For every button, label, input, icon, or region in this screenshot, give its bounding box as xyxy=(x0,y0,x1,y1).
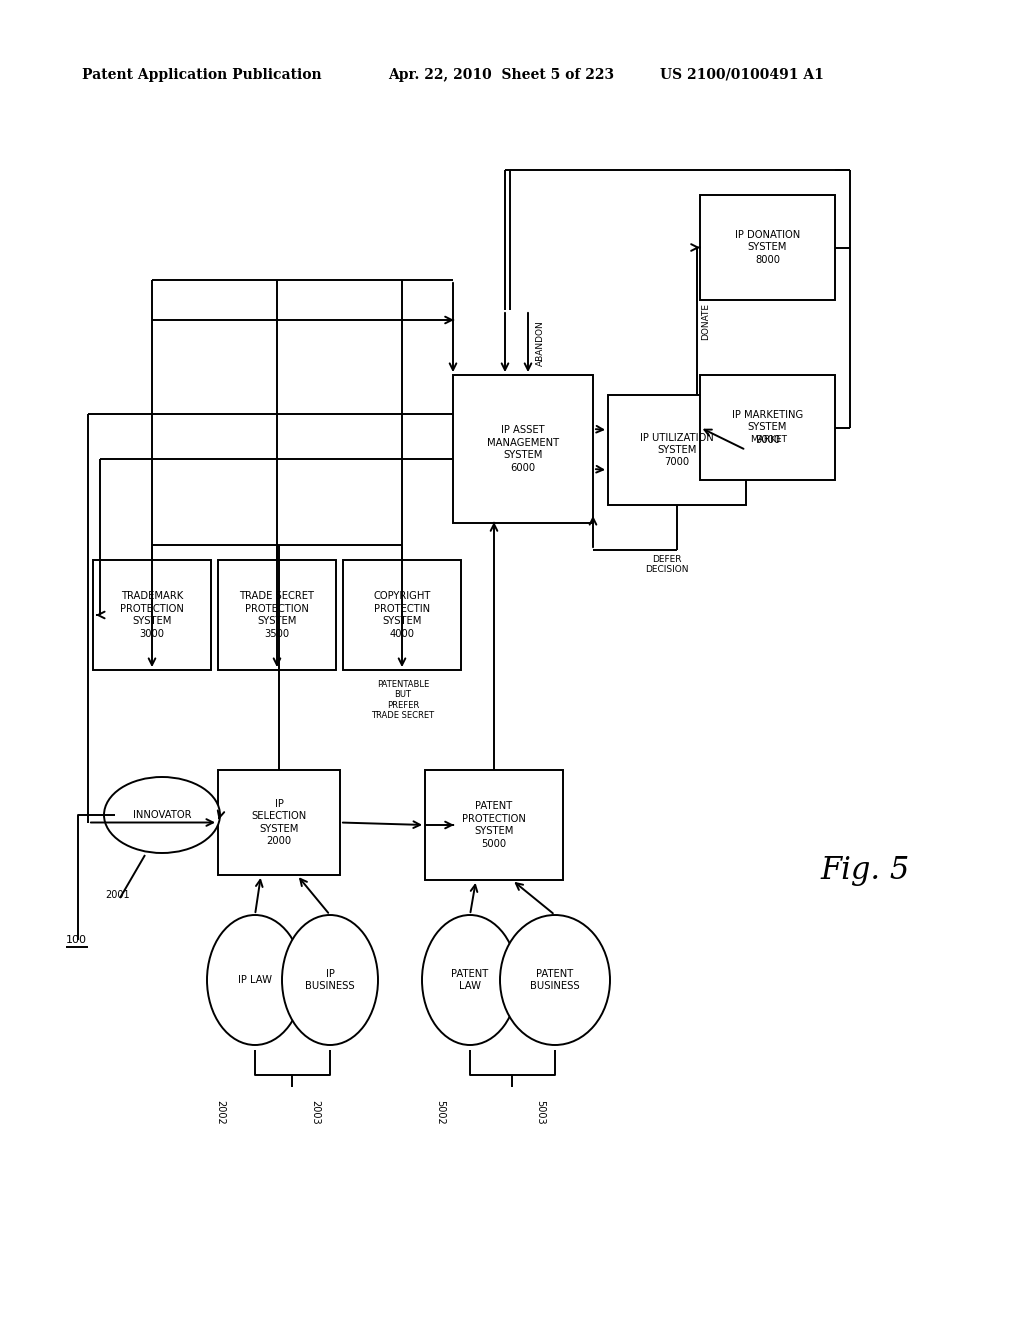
Text: 2003: 2003 xyxy=(310,1100,319,1125)
Text: MARKET: MARKET xyxy=(750,436,787,444)
Ellipse shape xyxy=(422,915,518,1045)
Text: 5003: 5003 xyxy=(535,1100,545,1125)
Bar xyxy=(453,375,593,523)
Text: COPYRIGHT
PROTECTIN
SYSTEM
4000: COPYRIGHT PROTECTIN SYSTEM 4000 xyxy=(374,591,431,639)
Text: 5002: 5002 xyxy=(435,1100,445,1125)
Text: PATENT
BUSINESS: PATENT BUSINESS xyxy=(530,969,580,991)
Ellipse shape xyxy=(104,777,220,853)
Text: IP DONATION
SYSTEM
8000: IP DONATION SYSTEM 8000 xyxy=(735,230,800,265)
Bar xyxy=(218,560,336,671)
Text: TRADE SECRET
PROTECTION
SYSTEM
3500: TRADE SECRET PROTECTION SYSTEM 3500 xyxy=(240,591,314,639)
Text: PATENT
LAW: PATENT LAW xyxy=(452,969,488,991)
Text: INNOVATOR: INNOVATOR xyxy=(133,810,191,820)
Text: 2002: 2002 xyxy=(215,1100,225,1125)
Bar xyxy=(608,395,746,506)
Text: TRADEMARK
PROTECTION
SYSTEM
3000: TRADEMARK PROTECTION SYSTEM 3000 xyxy=(120,591,184,639)
Ellipse shape xyxy=(282,915,378,1045)
Text: Patent Application Publication: Patent Application Publication xyxy=(82,69,322,82)
Text: IP
SELECTION
SYSTEM
2000: IP SELECTION SYSTEM 2000 xyxy=(251,799,306,846)
Text: 100: 100 xyxy=(66,935,87,945)
Ellipse shape xyxy=(207,915,303,1045)
Text: PATENTABLE
BUT
PREFER
TRADE SECRET: PATENTABLE BUT PREFER TRADE SECRET xyxy=(372,680,434,721)
Bar xyxy=(425,770,563,880)
Bar xyxy=(93,560,211,671)
Text: IP UTILIZATION
SYSTEM
7000: IP UTILIZATION SYSTEM 7000 xyxy=(640,433,714,467)
Text: IP ASSET
MANAGEMENT
SYSTEM
6000: IP ASSET MANAGEMENT SYSTEM 6000 xyxy=(487,425,559,473)
Bar xyxy=(700,375,835,480)
Text: 2001: 2001 xyxy=(105,890,130,900)
Text: IP MARKETING
SYSTEM
9000: IP MARKETING SYSTEM 9000 xyxy=(732,411,803,445)
Text: PATENT
PROTECTION
SYSTEM
5000: PATENT PROTECTION SYSTEM 5000 xyxy=(462,801,526,849)
Bar xyxy=(700,195,835,300)
Text: DEFER
DECISION: DEFER DECISION xyxy=(645,554,689,574)
Text: Fig. 5: Fig. 5 xyxy=(820,854,909,886)
Text: US 2100/0100491 A1: US 2100/0100491 A1 xyxy=(660,69,824,82)
Text: DONATE: DONATE xyxy=(701,302,710,339)
Text: IP LAW: IP LAW xyxy=(238,975,272,985)
Bar xyxy=(343,560,461,671)
Text: Apr. 22, 2010  Sheet 5 of 223: Apr. 22, 2010 Sheet 5 of 223 xyxy=(388,69,614,82)
Ellipse shape xyxy=(500,915,610,1045)
Text: ABANDON: ABANDON xyxy=(536,319,545,366)
Bar xyxy=(218,770,340,875)
Text: IP
BUSINESS: IP BUSINESS xyxy=(305,969,354,991)
